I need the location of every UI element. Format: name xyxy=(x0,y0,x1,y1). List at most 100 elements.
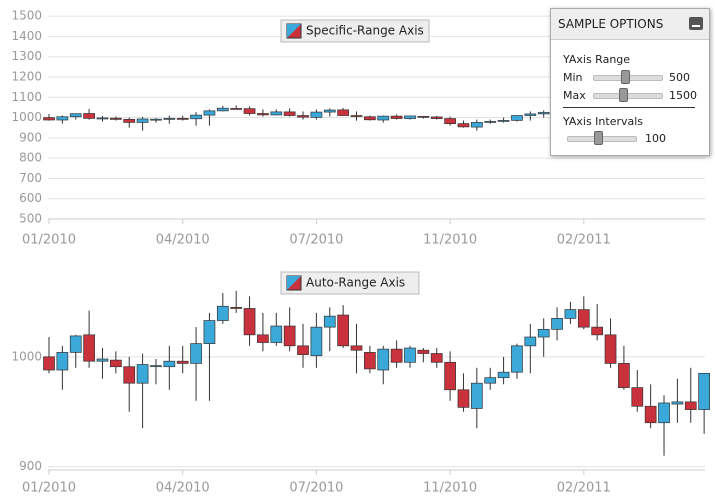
candle-body xyxy=(123,119,136,123)
y-tick-label: 1000 xyxy=(11,110,42,124)
candle-body xyxy=(243,308,256,336)
y-tick-label: 1300 xyxy=(11,49,42,63)
candle-body xyxy=(497,120,510,122)
candle-body xyxy=(203,110,216,116)
candle-body xyxy=(404,347,416,363)
candle-body xyxy=(484,377,497,384)
y-tick-label: 1100 xyxy=(11,90,42,104)
candle-body xyxy=(484,121,497,123)
title-box xyxy=(280,271,420,295)
candle-body xyxy=(109,359,122,368)
candle-body xyxy=(136,364,149,384)
panel-header: SAMPLE OPTIONS xyxy=(551,9,709,40)
y-tick-label: 1000 xyxy=(11,349,42,363)
candle-body xyxy=(537,328,550,338)
candle-body xyxy=(417,115,430,118)
chart-title: Specific-Range Axis xyxy=(306,24,424,38)
chart-title: Auto-Range Axis xyxy=(306,276,405,290)
candle-body xyxy=(243,108,256,114)
candle-body xyxy=(283,111,296,116)
candle-body xyxy=(364,116,376,121)
x-tick-label: 04/2010 xyxy=(156,233,210,248)
slider-track[interactable] xyxy=(593,93,663,99)
x-tick-label: 11/2010 xyxy=(423,233,477,248)
candle-body xyxy=(56,116,69,121)
candle-body xyxy=(537,112,550,115)
candle-body xyxy=(96,358,109,362)
candle-body xyxy=(564,309,577,319)
x-tick-label: 02/2011 xyxy=(557,233,611,248)
candle-body xyxy=(511,345,523,373)
candle-body xyxy=(337,109,349,116)
candle-body xyxy=(69,113,82,118)
candle-body xyxy=(591,326,604,336)
title-icon-stripe xyxy=(287,276,301,290)
label: Max xyxy=(563,89,586,102)
slider-thumb[interactable] xyxy=(594,131,603,145)
candle-body xyxy=(390,348,403,363)
y-tick-label: 600 xyxy=(19,191,42,205)
y-tick-label: 1200 xyxy=(11,69,42,83)
label: YAxis Range xyxy=(563,53,631,66)
candle-body xyxy=(377,115,390,121)
candle-body xyxy=(470,122,483,128)
candle-body xyxy=(283,325,296,347)
candle-body xyxy=(337,314,349,347)
candle-body xyxy=(190,114,202,120)
candle-body xyxy=(470,382,483,409)
candle-body xyxy=(176,360,189,364)
candle-body xyxy=(417,349,430,354)
candle-body xyxy=(430,353,443,363)
title-icon-stripe xyxy=(287,24,301,38)
candle-body xyxy=(604,334,617,364)
candle-body xyxy=(69,335,82,353)
candle-body xyxy=(671,401,684,405)
y-tick-label: 1400 xyxy=(11,29,42,43)
candle-body xyxy=(430,116,443,119)
x-tick-label: 11/2010 xyxy=(423,481,477,496)
x-tick-label: 01/2010 xyxy=(22,233,76,248)
candle-body xyxy=(444,361,456,391)
candle-body xyxy=(577,309,590,328)
y-tick-label: 800 xyxy=(19,151,42,165)
candle-body xyxy=(150,118,162,121)
y-tick-label: 700 xyxy=(19,171,42,185)
candle-body xyxy=(270,325,283,343)
x-tick-label: 07/2010 xyxy=(289,481,343,496)
candle-body xyxy=(644,405,657,424)
candle-body xyxy=(444,118,456,124)
chart-title-box: Auto-Range Axis xyxy=(280,271,420,295)
y-tick-label: 900 xyxy=(19,459,42,473)
panel-title: SAMPLE OPTIONS xyxy=(558,17,664,31)
candle-body xyxy=(457,389,470,408)
candle-body xyxy=(176,118,189,120)
candle-body xyxy=(364,352,376,370)
value: 100 xyxy=(645,132,666,145)
candle-body xyxy=(511,115,523,121)
candle-body xyxy=(658,402,670,424)
candle-body xyxy=(123,366,136,384)
label: YAxis Intervals xyxy=(563,115,644,128)
candle-body xyxy=(216,305,229,321)
candle-body xyxy=(310,326,323,357)
candle-body xyxy=(524,113,537,116)
slider-thumb[interactable] xyxy=(619,88,628,102)
chart-title-box: Specific-Range Axis xyxy=(280,19,430,43)
candle-body xyxy=(203,320,216,344)
x-tick-label: 04/2010 xyxy=(156,481,210,496)
divider xyxy=(563,107,695,108)
candle-body xyxy=(150,365,162,367)
candle-body xyxy=(323,315,336,328)
candle-body xyxy=(404,115,416,119)
minimize-button[interactable] xyxy=(689,17,703,30)
candle-body xyxy=(83,334,95,362)
y-tick-label: 900 xyxy=(19,130,42,144)
slider-thumb[interactable] xyxy=(621,70,630,84)
candle-body xyxy=(497,371,510,379)
candle-body xyxy=(551,318,563,330)
candle-body xyxy=(163,118,176,120)
candle-body xyxy=(83,113,95,119)
candle-body xyxy=(56,352,69,371)
